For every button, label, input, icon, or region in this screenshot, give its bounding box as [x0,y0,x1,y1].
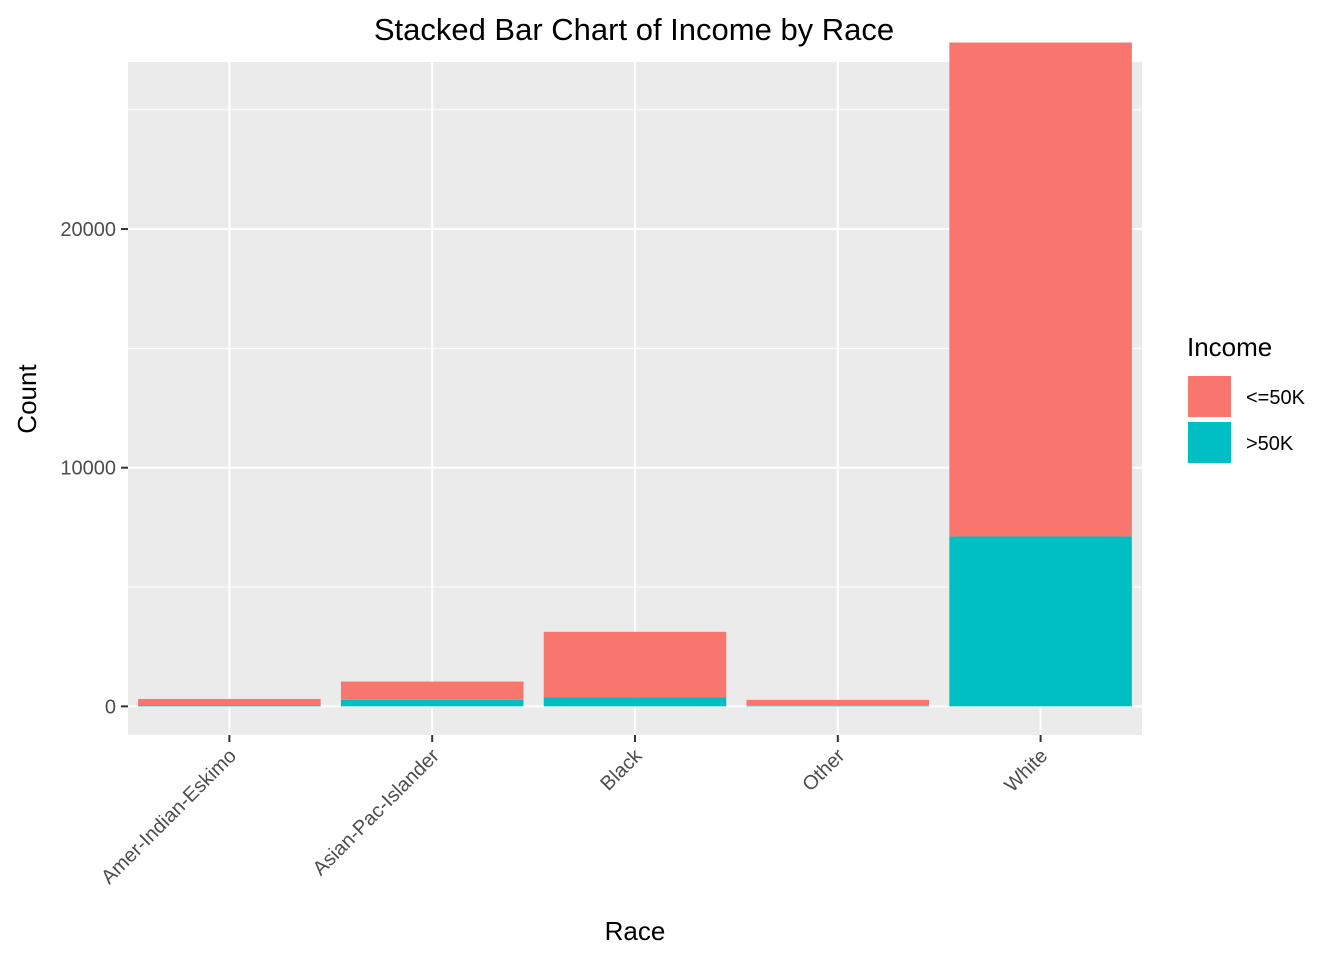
legend: Income <=50K >50K [1187,332,1306,463]
bar-segment [340,699,524,707]
x-axis-title: Race [605,916,666,946]
bar-segment [746,699,930,706]
x-tick-label: Amer-Indian-Eskimo [97,745,241,889]
x-tick-label: Other [798,745,849,796]
bars [138,42,1132,707]
bar-segment [138,698,321,706]
bar-segment [949,536,1132,707]
y-tick-label: 10000 [60,458,116,480]
legend-label: >50K [1246,433,1294,455]
y-axis-title: Count [12,364,42,434]
bar-segment [746,705,930,707]
y-axis: 0 10000 20000 [60,219,128,718]
x-tick-label: White [1000,745,1052,797]
x-tick-label: Asian-Pac-Islander [309,745,444,880]
x-tick-label: Black [596,744,647,795]
x-axis: Amer-Indian-Eskimo Asian-Pac-Islander Blac… [97,735,1052,889]
chart-title: Stacked Bar Chart of Income by Race [374,12,894,47]
y-tick-label: 20000 [60,219,116,241]
legend-swatch [1188,376,1231,417]
bar-segment [543,631,727,698]
legend-label: <=50K [1246,387,1306,409]
bar-segment [543,697,727,707]
legend-swatch [1188,422,1231,463]
y-tick-label: 0 [105,696,116,718]
legend-title: Income [1187,332,1272,362]
bar-segment [138,705,321,707]
bar-segment [949,42,1132,537]
bar-segment [340,681,524,700]
